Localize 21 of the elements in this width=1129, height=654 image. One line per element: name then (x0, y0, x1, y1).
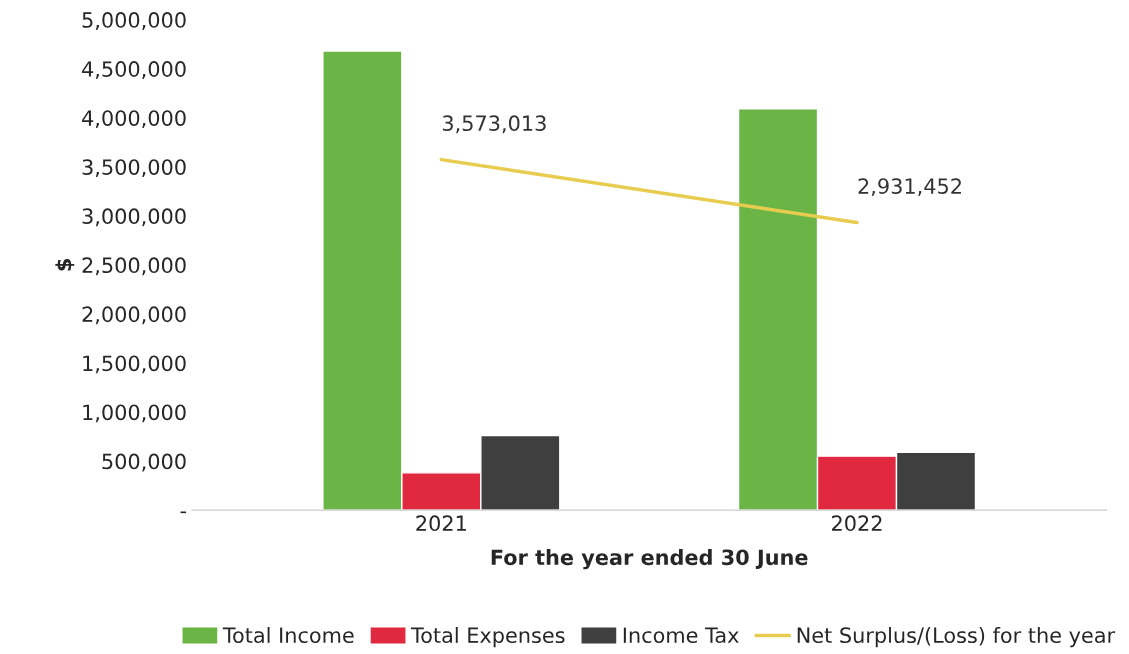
y-axis-title: $ (55, 259, 75, 271)
y-tick-label: 3,000,000 (82, 208, 186, 227)
y-tick-label: 2,000,000 (82, 306, 186, 325)
x-axis-title: For the year ended 30 June (491, 549, 808, 570)
y-tick-label: - (180, 511, 187, 514)
data-label: 2,931,452 (858, 178, 961, 197)
x-tick-label: 2021 (416, 515, 466, 532)
y-tick-label: 1,000,000 (83, 404, 186, 423)
y-tick-label: 500,000 (102, 453, 186, 472)
legend-label: Total Income (222, 626, 354, 644)
y-tick-label: 4,500,000 (82, 61, 186, 80)
x-tick-label: 2022 (832, 515, 882, 532)
legend-label: Total Expenses (410, 626, 565, 648)
y-tick-label: 2,500,000 (82, 257, 186, 276)
y-tick-label: 5,000,000 (82, 12, 186, 30)
data-label: 3,573,013 (442, 115, 546, 134)
y-tick-label: 1,500,000 (83, 355, 186, 374)
y-tick-label: 3,500,000 (82, 159, 186, 178)
y-tick-label: 4,000,000 (82, 110, 186, 129)
legend-label: Income Tax (623, 627, 739, 644)
legend-label: Net Surplus/(Loss) for the year (797, 626, 1116, 648)
